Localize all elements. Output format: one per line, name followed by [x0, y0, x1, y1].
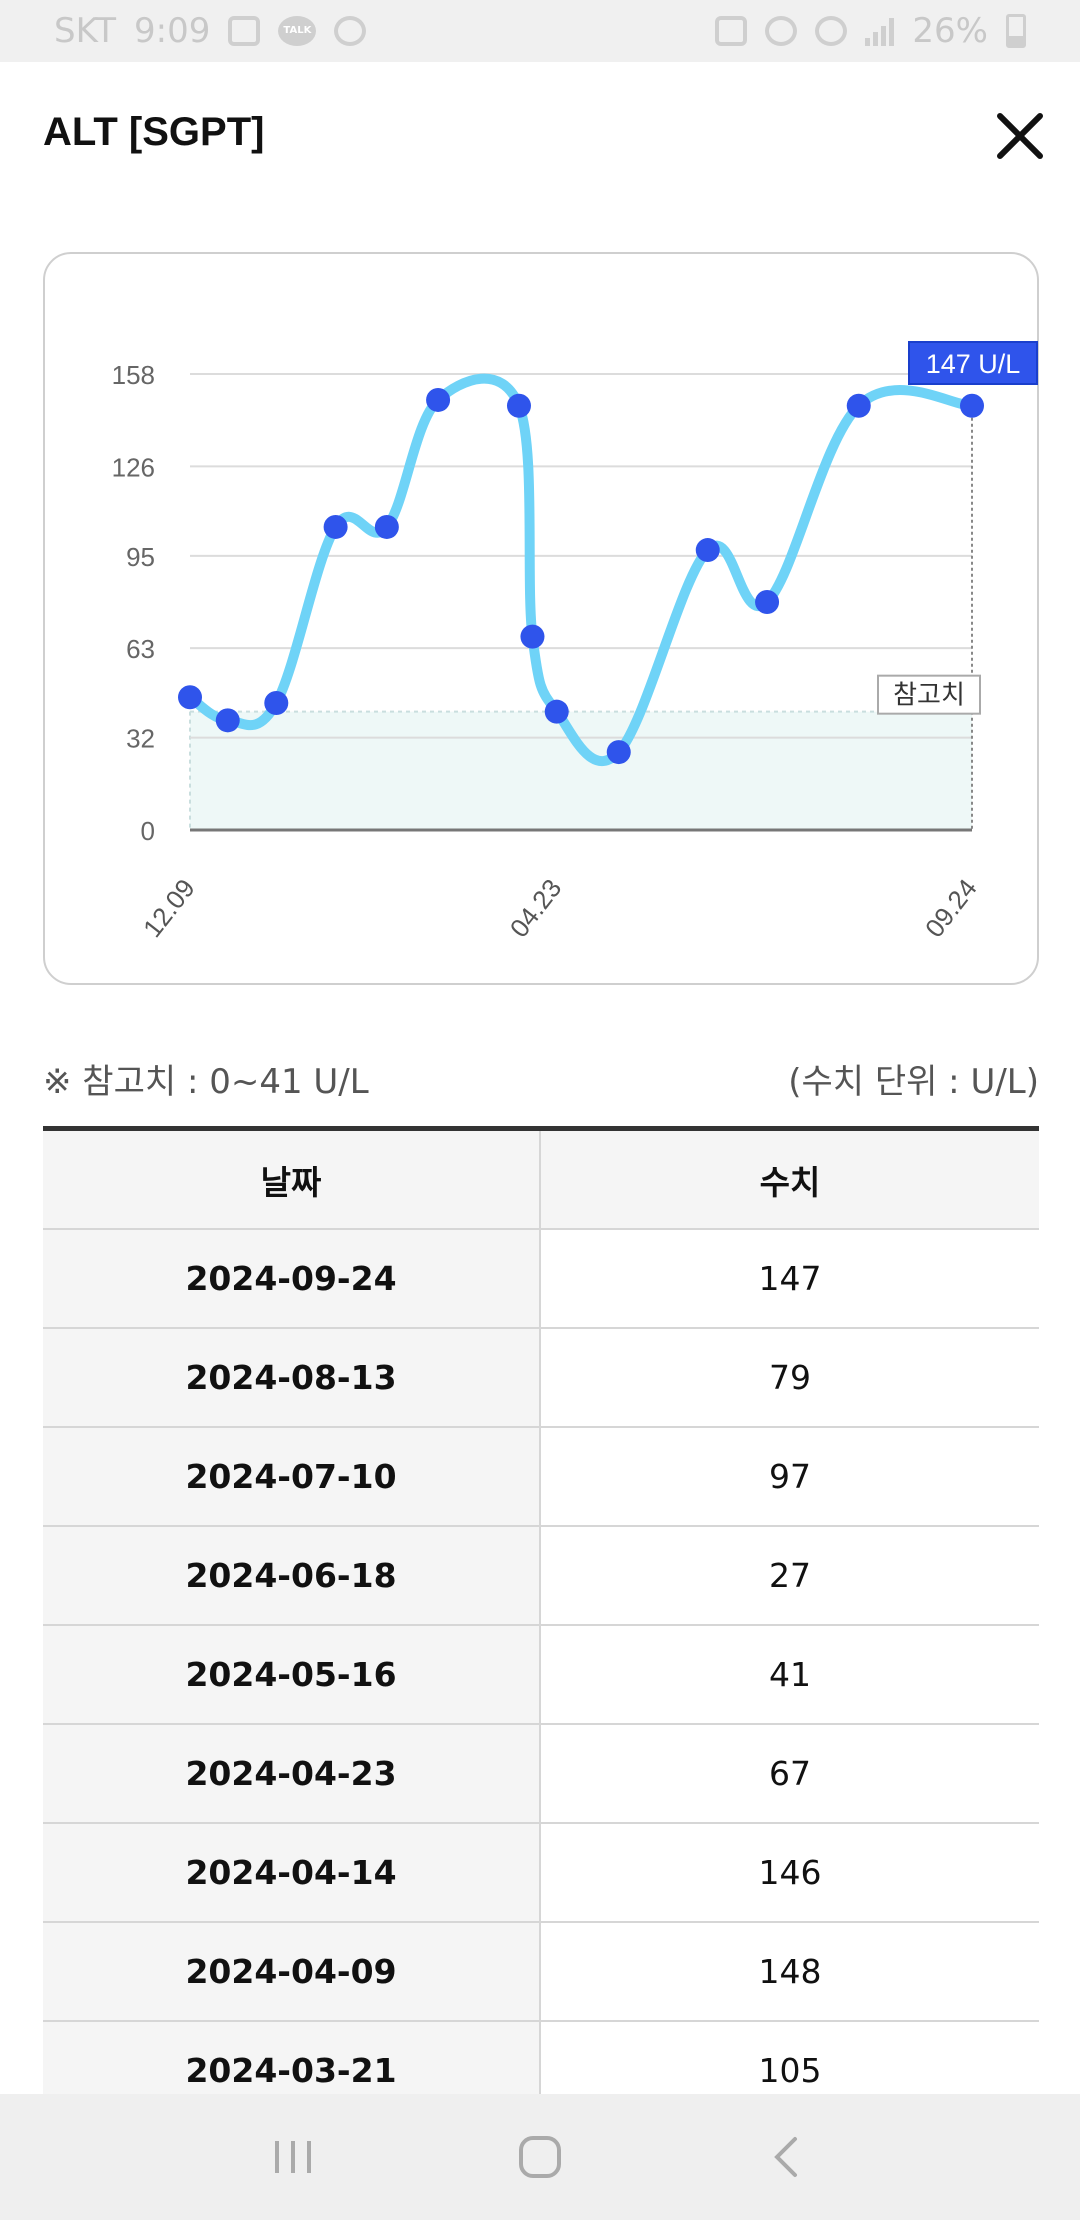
date-cell: 2024-07-10: [43, 1428, 541, 1525]
clock: 9:09: [134, 11, 211, 51]
home-icon: [518, 2136, 561, 2178]
line-chart: 158 126 95 63 32 0 12.09 04.23 09.24 참고치 147 U/L: [112, 341, 1038, 943]
table-top-border: [43, 1126, 1039, 1131]
mute-icon: [765, 16, 798, 46]
date-cell: 2024-08-13: [43, 1329, 541, 1426]
accessibility-icon: [334, 16, 367, 46]
page-title: ALT [SGPT]: [43, 110, 265, 154]
table-row: 2024-08-13 79: [43, 1329, 1039, 1428]
data-point: [426, 387, 451, 412]
data-point: [960, 393, 984, 418]
x-tick-label: 04.23: [504, 873, 568, 943]
back-icon: [773, 2137, 797, 2177]
table-row: 2024-04-23 67: [43, 1725, 1039, 1824]
value-cell: 148: [758, 1952, 822, 1991]
back-button[interactable]: [752, 2122, 822, 2192]
carrier-label: SKT: [54, 11, 117, 51]
recent-apps-icon: [275, 2141, 312, 2173]
battery-percent: 26%: [912, 11, 988, 51]
table-row: 2024-04-14 146: [43, 1824, 1039, 1923]
status-right: 26%: [715, 11, 1026, 51]
value-cell: 41: [769, 1655, 811, 1694]
table-header-row: 날짜 수치: [43, 1131, 1039, 1230]
reference-label-box: [877, 674, 981, 715]
header-date: 날짜: [43, 1131, 541, 1228]
series-line: [185, 373, 977, 766]
x-tick-label: 12.09: [137, 873, 201, 943]
home-button[interactable]: [505, 2122, 575, 2192]
date-cell: 2024-05-16: [43, 1626, 541, 1723]
popup-header: ALT [SGPT]: [0, 62, 1080, 210]
close-button[interactable]: [990, 106, 1050, 166]
status-left: SKT 9:09 TALK: [54, 11, 367, 51]
table-row: 2024-06-18 27: [43, 1527, 1039, 1626]
signal-icon: [865, 16, 895, 46]
results-table: 날짜 수치 2024-09-24 147 2024-08-13 79 2024-07-1…: [43, 1126, 1039, 2121]
edit-icon: [715, 16, 748, 46]
value-cell: 146: [758, 1853, 822, 1892]
value-cell: 27: [769, 1556, 811, 1595]
value-cell: 97: [769, 1457, 811, 1496]
value-cell: 79: [769, 1358, 811, 1397]
data-point: [178, 685, 202, 710]
reference-range-label: ※ 참고치 : 0~41 U/L: [43, 1062, 369, 1102]
data-point: [846, 393, 871, 418]
close-icon: [997, 113, 1043, 159]
data-point: [695, 538, 720, 563]
date-cell: 2024-06-18: [43, 1527, 541, 1624]
unit-label: (수치 단위 : U/L): [788, 1062, 1039, 1102]
info-row: ※ 참고치 : 0~41 U/L (수치 단위 : U/L): [43, 1054, 1039, 1103]
y-tick-label: 126: [112, 452, 155, 482]
y-tick-label: 32: [126, 724, 155, 754]
table-row: 2024-09-24 147: [43, 1230, 1039, 1329]
data-point: [544, 699, 569, 724]
status-bar: SKT 9:09 TALK 26%: [0, 0, 1080, 62]
date-cell: 2024-04-14: [43, 1824, 541, 1921]
data-point: [606, 740, 631, 765]
y-tick-label: 0: [141, 816, 155, 846]
reference-label: 참고치: [893, 681, 965, 711]
wifi-icon: [815, 16, 848, 46]
kakaotalk-icon: TALK: [278, 16, 317, 46]
navigation-bar: [0, 2094, 1080, 2220]
data-point: [755, 590, 780, 614]
value-cell: 147: [758, 1259, 822, 1298]
value-cell: 67: [769, 1754, 811, 1793]
x-tick-label: 09.24: [919, 873, 983, 943]
data-point: [374, 514, 399, 539]
table-row: 2024-05-16 41: [43, 1626, 1039, 1725]
data-point: [323, 514, 348, 539]
reference-band: [190, 711, 972, 830]
recent-apps-button[interactable]: [258, 2122, 328, 2192]
table-row: 2024-04-09 148: [43, 1923, 1039, 2022]
chart-card: 158 126 95 63 32 0 12.09 04.23 09.24 참고치 147 U/L: [43, 252, 1039, 985]
y-tick-label: 158: [112, 360, 155, 390]
table-body: 2024-09-24 147 2024-08-13 79 2024-07-10 97 202…: [43, 1230, 1039, 2121]
date-cell: 2024-09-24: [43, 1230, 541, 1327]
value-cell: 105: [758, 2051, 822, 2090]
data-point: [264, 691, 289, 716]
y-tick-label: 63: [126, 634, 155, 664]
tooltip-label: 147 U/L: [926, 349, 1021, 379]
data-point: [506, 393, 531, 418]
data-point: [520, 624, 545, 649]
date-cell: 2024-04-09: [43, 1923, 541, 2020]
table-row: 2024-07-10 97: [43, 1428, 1039, 1527]
gallery-icon: [228, 16, 261, 46]
data-point: [215, 708, 240, 733]
y-tick-label: 95: [126, 542, 155, 572]
battery-icon: [1006, 14, 1026, 48]
header-value: 수치: [541, 1131, 1039, 1228]
tooltip-box: [908, 341, 1038, 385]
date-cell: 2024-04-23: [43, 1725, 541, 1822]
